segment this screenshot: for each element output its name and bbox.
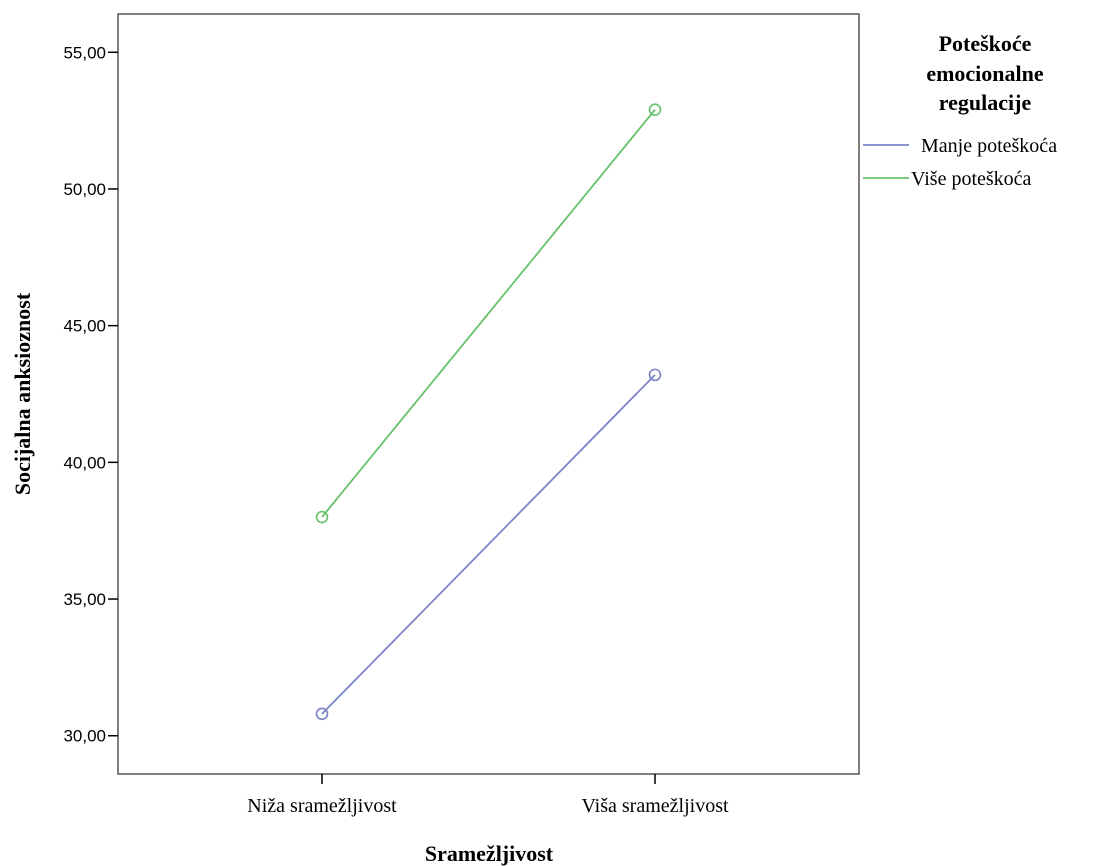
x-category-label: Niža sramežljivost [247,795,397,817]
data-point [648,103,662,116]
legend: Poteškoće emocionalne regulacije Manje p… [863,31,1057,190]
legend-label: Više poteškoća [911,168,1032,190]
legend-label: Manje poteškoća [921,135,1057,157]
plot-frame [117,13,860,775]
data-point [315,707,329,721]
x-category-label: Viša sramežljivost [581,795,729,817]
y-tick-label: 30,00 [63,727,106,746]
legend-title-line-2: emocionalne [926,61,1044,86]
data-point [315,510,329,524]
y-tick-label: 50,00 [63,180,106,199]
y-tick-label: 35,00 [63,590,106,609]
legend-title-line-1: Poteškoće [939,31,1032,56]
legend-title-line-3: regulacije [939,90,1032,115]
series-line [321,109,656,518]
data-point [648,368,662,382]
y-axis: 30,00 35,00 40,00 45,00 50,00 55,00 [63,43,118,746]
series-line [321,374,656,715]
y-axis-title: Socijalna anksioznost [10,292,35,495]
series-layer [315,103,662,721]
y-tick-label: 45,00 [63,317,106,336]
x-axis-title: Sramežljivost [425,841,554,866]
y-tick-label: 40,00 [63,453,106,472]
legend-items: Manje poteškoća Više poteškoća [863,135,1057,190]
y-tick-label: 55,00 [63,43,106,62]
x-axis: Niža sramežljivost Viša sramežljivost [247,774,729,817]
